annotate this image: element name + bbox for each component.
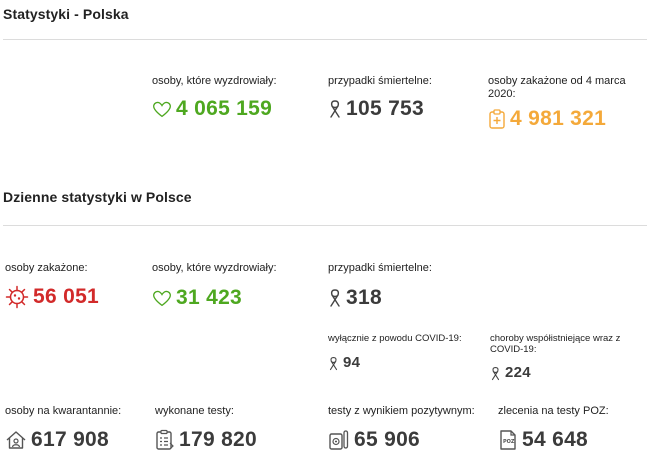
stat-value: 56 051 — [33, 285, 100, 308]
stat-label: osoby, które wyzdrowiały: — [152, 262, 277, 274]
stat-daily-deaths-comorbid: choroby współistniejące wraz z COVID-19:… — [490, 333, 640, 382]
poz-document-icon: POZ — [498, 429, 518, 451]
stat-value: 4 065 159 — [176, 97, 273, 120]
ribbon-icon — [490, 366, 501, 381]
stat-label: osoby zakażone: — [5, 262, 88, 274]
stat-value: 224 — [505, 364, 531, 381]
stat-label: osoby zakażone od 4 marca 2020: — [488, 75, 626, 100]
stat-daily-recovered: osoby, które wyzdrowiały: 31 423 — [152, 262, 277, 310]
heart-icon — [152, 289, 172, 307]
divider — [3, 39, 647, 40]
house-icon — [5, 429, 27, 451]
stat-value: 617 908 — [31, 428, 110, 451]
ribbon-icon — [328, 288, 342, 308]
stat-label: wyłącznie z powodu COVID-19: — [328, 333, 462, 344]
stat-daily-quarantine: osoby na kwarantannie: 617 908 — [5, 405, 121, 452]
stat-value: 4 981 321 — [510, 107, 607, 130]
stat-label: przypadki śmiertelne: — [328, 75, 432, 87]
stat-total-infected: osoby zakażone od 4 marca 2020: 4 981 32… — [488, 75, 638, 131]
virus-icon — [5, 285, 29, 309]
stat-daily-poz-orders: zlecenia na testy POZ: POZ 54 648 — [498, 405, 609, 452]
stat-label: choroby współistniejące wraz z COVID-19: — [490, 333, 621, 355]
section-title-poland: Statystyki - Polska — [3, 6, 129, 22]
stat-label: testy z wynikiem pozytywnym: — [328, 405, 475, 417]
stat-label: osoby, które wyzdrowiały: — [152, 75, 277, 87]
ribbon-icon — [328, 99, 342, 119]
stat-label: osoby na kwarantannie: — [5, 405, 122, 417]
stat-label: zlecenia na testy POZ: — [498, 405, 609, 417]
clipboard-list-icon — [155, 429, 175, 451]
stat-value: 31 423 — [176, 286, 243, 309]
test-tube-icon — [328, 429, 350, 451]
ribbon-icon — [328, 356, 339, 371]
stat-total-deaths: przypadki śmiertelne: 105 753 — [328, 75, 432, 121]
stat-label: wykonane testy: — [155, 405, 234, 417]
stat-value: 54 648 — [522, 428, 589, 451]
stat-value: 318 — [346, 286, 382, 309]
stat-value: 179 820 — [179, 428, 258, 451]
clipboard-medical-icon — [488, 108, 506, 130]
stat-daily-deaths: przypadki śmiertelne: 318 — [328, 262, 432, 310]
heart-icon — [152, 100, 172, 118]
stat-daily-positive-tests: testy z wynikiem pozytywnym: 65 906 — [328, 405, 475, 452]
stat-label: przypadki śmiertelne: — [328, 262, 432, 274]
stat-value: 94 — [343, 354, 361, 371]
stat-daily-infected: osoby zakażone: 56 051 — [5, 262, 99, 309]
stat-daily-tests: wykonane testy: 179 820 — [155, 405, 257, 452]
svg-text:POZ: POZ — [503, 439, 515, 445]
divider — [3, 225, 647, 226]
stat-total-recovered: osoby, które wyzdrowiały: 4 065 159 — [152, 75, 277, 121]
stat-daily-deaths-covid-only: wyłącznie z powodu COVID-19: 94 — [328, 333, 462, 372]
stat-value: 65 906 — [354, 428, 421, 451]
stat-value: 105 753 — [346, 97, 425, 120]
section-title-daily: Dzienne statystyki w Polsce — [3, 189, 192, 205]
